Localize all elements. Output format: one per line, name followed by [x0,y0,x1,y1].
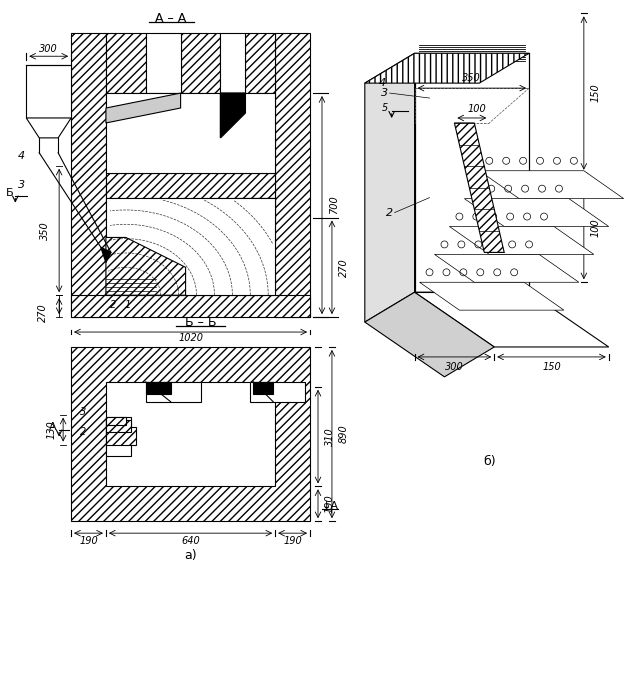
Polygon shape [106,237,186,295]
Text: 700: 700 [329,196,339,214]
Text: 1: 1 [125,300,131,310]
Bar [71,347,310,521]
Polygon shape [435,254,579,282]
Text: 300: 300 [445,362,464,372]
Text: 4: 4 [379,78,387,88]
Polygon shape [420,282,564,310]
Text: 150: 150 [542,362,561,372]
Bar [253,382,273,394]
Text: а): а) [184,548,197,561]
Polygon shape [365,292,494,377]
Text: 100: 100 [591,218,601,237]
Text: 2: 2 [80,427,86,436]
Bar [236,198,275,218]
Polygon shape [106,93,180,123]
Text: 2: 2 [110,300,116,310]
Polygon shape [365,53,529,83]
Bar [415,53,529,292]
Text: 130: 130 [46,420,56,439]
Polygon shape [449,226,594,254]
Polygon shape [220,93,245,138]
Text: 190: 190 [284,536,302,546]
Bar [106,417,131,456]
Bar [106,173,275,198]
Bar [26,65,71,118]
Polygon shape [454,123,504,252]
Text: 1020: 1020 [178,333,203,343]
Text: 300: 300 [39,44,58,55]
Bar [275,33,310,317]
Bar [146,33,180,93]
Text: 150: 150 [591,84,601,102]
Text: ↓А: ↓А [321,501,339,512]
Polygon shape [415,292,609,347]
Text: А: А [49,421,57,432]
Polygon shape [479,170,623,198]
Text: б): б) [483,455,495,468]
Bar [71,295,310,317]
Text: 3: 3 [381,88,388,98]
Text: Б: Б [6,188,13,198]
Polygon shape [101,248,111,263]
Text: 350: 350 [463,73,481,83]
Text: 4: 4 [18,151,25,161]
Text: 190: 190 [79,536,98,546]
Bar [250,382,305,402]
Bar [245,33,275,93]
Text: 190: 190 [325,494,335,513]
Polygon shape [465,198,609,226]
Text: 270: 270 [38,303,48,321]
Text: 270: 270 [339,258,349,277]
Text: А – А: А – А [155,12,186,25]
Bar [106,417,126,425]
Text: 350: 350 [40,221,50,240]
Text: 3: 3 [80,406,86,417]
Bar [106,93,275,173]
Bar [220,33,245,93]
Text: 5: 5 [381,103,388,113]
Text: Б – Б: Б – Б [185,316,216,329]
Polygon shape [26,118,71,138]
Text: 2: 2 [386,207,393,218]
Bar [106,33,146,93]
Bar [106,419,131,432]
Bar [106,198,275,295]
Bar [71,33,106,317]
Text: 890: 890 [339,425,349,443]
Bar [106,427,136,445]
Text: 640: 640 [181,536,200,546]
Bar [180,33,220,93]
Text: 3: 3 [18,179,25,190]
Bar [146,382,171,394]
Text: 310: 310 [325,427,335,446]
Bar [146,382,200,402]
Text: 100: 100 [467,104,486,114]
Bar [106,382,275,486]
Polygon shape [365,53,415,322]
